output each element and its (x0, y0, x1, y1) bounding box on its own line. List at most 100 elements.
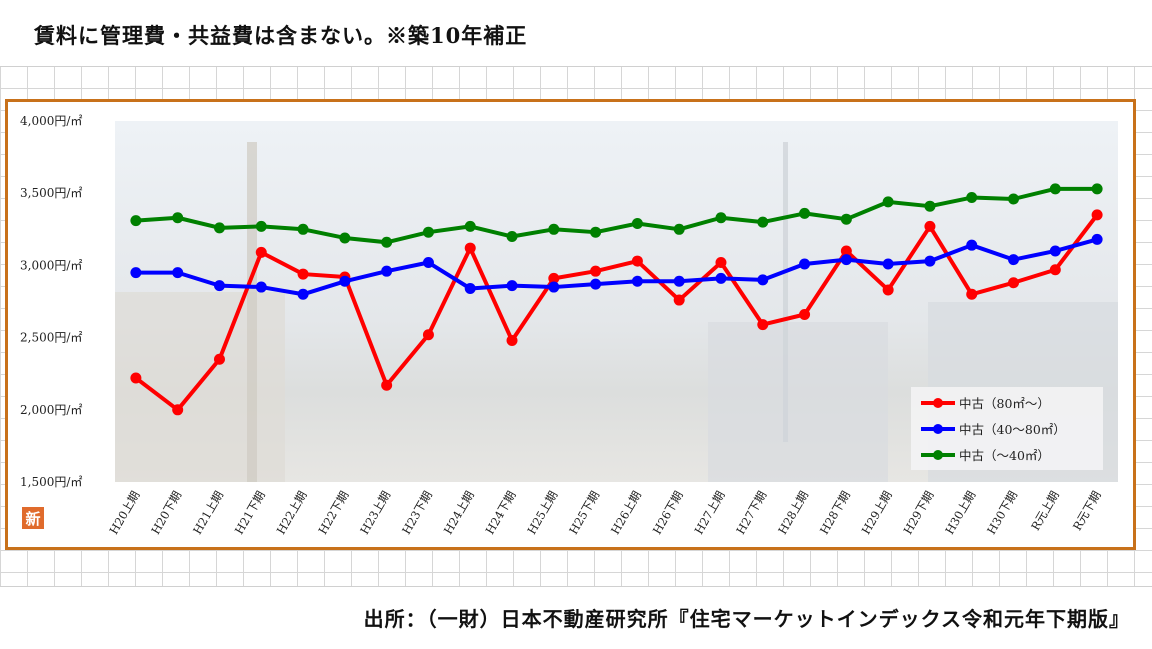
data-point (464, 242, 476, 254)
x-tick-label: H28下期 (817, 489, 853, 537)
data-point (715, 212, 727, 224)
data-point (1091, 183, 1103, 195)
data-point (1008, 193, 1020, 205)
legend-label: 中古（80㎡～） (959, 396, 1050, 411)
x-tick-label: H21下期 (232, 489, 268, 537)
chart-frame[interactable]: 1,500円/㎡ 2,000円/㎡ 2,500円/㎡ 3,000円/㎡ 3,500円/㎡… (5, 99, 1136, 550)
data-point (799, 308, 811, 320)
x-tick-label: H29上期 (859, 489, 895, 537)
data-point (924, 255, 936, 267)
legend-label: 中古（40～80㎡） (959, 422, 1066, 437)
y-tick-label: 3,000円/㎡ (20, 258, 82, 272)
y-tick-label: 2,000円/㎡ (20, 403, 82, 417)
data-point (548, 223, 560, 235)
data-point (506, 334, 518, 346)
data-point (255, 220, 267, 232)
data-point (590, 265, 602, 277)
backdrop-building (115, 292, 285, 482)
y-tick-label: 2,500円/㎡ (20, 331, 82, 345)
data-point (590, 226, 602, 238)
data-point (130, 215, 142, 227)
x-tick-label: H23下期 (399, 489, 435, 537)
data-point (1091, 233, 1103, 245)
data-point (966, 192, 978, 204)
data-point (297, 288, 309, 300)
data-point (548, 281, 560, 293)
data-point (172, 267, 184, 279)
data-point (506, 231, 518, 243)
data-point (422, 329, 434, 341)
data-point (464, 283, 476, 295)
legend-swatch-marker (933, 450, 943, 460)
source-citation: 出所：（一財）日本不動産研究所『住宅マーケットインデックス令和元年下期版』 (363, 607, 1130, 631)
x-tick-label: H26上期 (608, 489, 644, 537)
data-point (757, 319, 769, 331)
data-point (882, 196, 894, 208)
y-tick-label: 4,000円/㎡ (20, 114, 82, 128)
data-point (1008, 277, 1020, 289)
data-point (631, 255, 643, 267)
data-point (130, 372, 142, 384)
data-point (757, 274, 769, 286)
data-point (1049, 245, 1061, 257)
series-line (134, 213, 1099, 412)
data-point (130, 267, 142, 279)
x-tick-label: H24下期 (483, 489, 519, 537)
data-point (840, 245, 852, 257)
x-tick-label: H24上期 (441, 488, 477, 536)
y-tick-label: 1,500円/㎡ (20, 475, 82, 489)
data-point (882, 258, 894, 270)
data-point (840, 213, 852, 225)
data-point (590, 278, 602, 290)
data-point (924, 200, 936, 212)
data-point (1049, 183, 1061, 195)
data-point (1008, 254, 1020, 266)
data-point (506, 280, 518, 292)
data-point (381, 265, 393, 277)
data-point (255, 281, 267, 293)
x-tick-label: H25下期 (566, 489, 602, 537)
data-point (172, 212, 184, 224)
data-point (715, 257, 727, 269)
data-point (422, 226, 434, 238)
data-point (966, 288, 978, 300)
series-line (135, 186, 1098, 245)
data-point (297, 223, 309, 235)
x-tick-label: H26下期 (650, 489, 686, 537)
data-point (213, 353, 225, 365)
legend-swatch-marker (933, 398, 943, 408)
x-tick-label: R元下期 (1070, 489, 1104, 533)
data-point (882, 284, 894, 296)
data-point (1049, 264, 1061, 276)
x-tick-label: H27下期 (733, 489, 769, 537)
x-tick-label: H20上期 (107, 489, 143, 537)
backdrop-building (708, 322, 888, 482)
data-point (840, 254, 852, 266)
data-point (631, 275, 643, 287)
x-tick-label: H29下期 (901, 489, 937, 537)
data-point (213, 280, 225, 292)
data-point (631, 218, 643, 230)
data-point (213, 222, 225, 234)
x-tick-label: H22下期 (315, 489, 351, 537)
data-point (924, 220, 936, 232)
backdrop-pole (247, 142, 257, 482)
data-point (715, 272, 727, 284)
x-tick-label: H22上期 (274, 489, 310, 537)
x-tick-label: H30下期 (984, 488, 1020, 536)
x-tick-label: H25上期 (524, 489, 560, 537)
data-point (673, 275, 685, 287)
legend-swatch-marker (933, 424, 943, 434)
data-point (966, 239, 978, 251)
x-tick-label: H30上期 (942, 489, 978, 537)
data-point (422, 257, 434, 269)
data-point (464, 220, 476, 232)
rent-note: 賃料に管理費・共益費は含まない。※築10年補正 (34, 23, 528, 48)
data-point (339, 232, 351, 244)
y-tick-label: 3,500円/㎡ (20, 186, 82, 200)
x-tick-label: H20下期 (148, 489, 184, 537)
legend-label: 中古（～40㎡） (959, 448, 1050, 463)
data-point (799, 207, 811, 219)
data-point (297, 268, 309, 280)
series-line (135, 237, 1098, 297)
